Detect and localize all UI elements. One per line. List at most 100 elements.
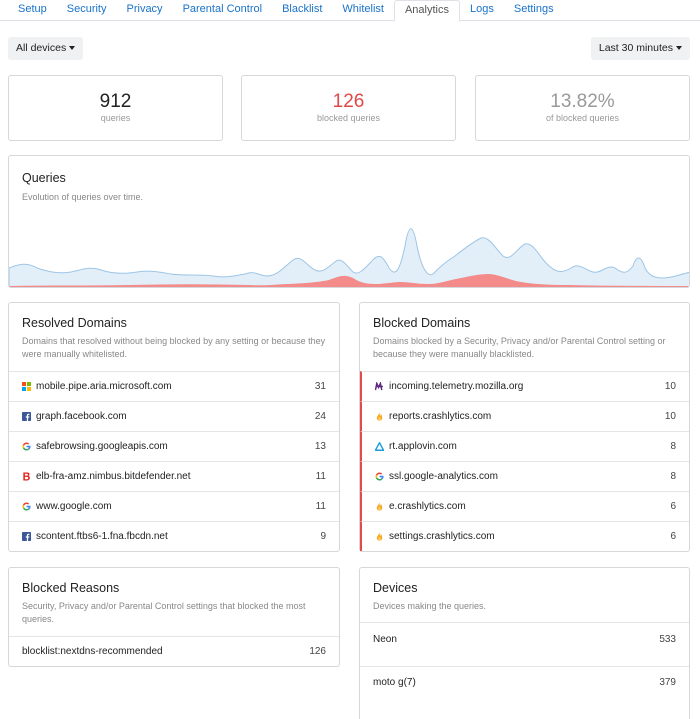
query-count: 10 [664,381,676,392]
query-count: 11 [315,471,326,482]
resolved-domains-panel: Resolved Domains Domains that resolved w… [8,302,340,552]
blocked-domains-description: Domains blocked by a Security, Privacy a… [373,336,666,359]
domain-name: mobile.pipe.aria.microsoft.com [36,381,172,392]
list-item[interactable]: www.google.com 11 [9,491,339,521]
resolved-domains-title: Resolved Domains [22,316,127,330]
queries-area-chart [9,228,689,287]
reason-name: blocklist:nextdns-recommended [22,646,163,657]
stat-card-blocked: 126 blocked queries [241,75,456,141]
query-count: 9 [320,531,326,542]
google-icon [22,502,31,511]
query-count: 13 [314,441,326,452]
resolved-domains-description: Domains that resolved without being bloc… [22,336,326,359]
stat-card-queries: 912 queries [8,75,223,141]
list-item[interactable]: scontent.ftbs6-1.fna.fbcdn.net 9 [9,521,339,551]
stat-card-percent: 13.82% of blocked queries [475,75,690,141]
devices-description: Devices making the queries. [373,601,487,611]
domain-name: rt.applovin.com [389,441,457,452]
stat-percent-value: 13.82% [550,91,615,112]
domain-name: scontent.ftbs6-1.fna.fbcdn.net [36,531,168,542]
tab-blacklist[interactable]: Blacklist [282,3,323,15]
tab-privacy[interactable]: Privacy [126,3,163,15]
blocked-domains-panel: Blocked Domains Domains blocked by a Sec… [359,302,690,552]
caret-down-icon [69,46,76,50]
blocked-reasons-title: Blocked Reasons [22,581,120,595]
query-count: 6 [670,531,676,542]
stat-percent-label: of blocked queries [545,113,620,123]
crashlytics-icon [376,532,383,541]
tab-analytics[interactable]: Analytics [393,0,460,22]
domain-name: www.google.com [36,501,112,512]
devices-panel: Devices Devices making the queries. Neon… [359,567,690,719]
query-count: 8 [670,471,676,482]
domain-name: ssl.google-analytics.com [389,471,498,482]
list-item[interactable]: blocklist:nextdns-recommended 126 [9,636,339,667]
blocked-reasons-panel: Blocked Reasons Security, Privacy and/or… [8,567,340,667]
queries-description: Evolution of queries over time. [22,192,144,202]
domain-name: incoming.telemetry.mozilla.org [389,381,524,392]
time-range-label: Last 30 minutes [598,42,673,54]
total-queries-area [9,228,689,287]
query-count: 126 [309,646,326,657]
list-item[interactable]: e.crashlytics.com 6 [360,491,689,521]
microsoft-icon [22,382,31,391]
tab-whitelist[interactable]: Whitelist [342,3,384,15]
device-filter-label: All devices [16,42,67,54]
query-count: 11 [315,501,326,512]
nav-tabs: Setup Security Privacy Parental Control … [0,0,700,22]
facebook-icon [22,532,31,541]
list-item[interactable]: ssl.google-analytics.com 8 [360,461,689,491]
domain-name: elb-fra-amz.nimbus.bitdefender.net [36,471,191,482]
blocked-queries-area [9,274,689,287]
domain-name: reports.crashlytics.com [389,411,492,422]
list-item[interactable]: reports.crashlytics.com 10 [360,401,689,431]
list-item[interactable]: elb-fra-amz.nimbus.bitdefender.net 11 [9,461,339,491]
google-icon [375,472,384,481]
tab-security[interactable]: Security [66,3,107,15]
time-range-dropdown[interactable]: Last 30 minutes [590,37,690,60]
blocked-reasons-description: Security, Privacy and/or Parental Contro… [22,601,306,624]
devices-title: Devices [373,581,418,595]
query-count: 533 [659,634,676,645]
query-count: 10 [664,411,676,422]
query-count: 8 [670,441,676,452]
query-count: 24 [314,411,326,422]
device-name: moto g(7) [373,677,416,688]
tab-logs[interactable]: Logs [470,3,494,15]
stat-queries-label: queries [100,113,131,123]
query-count: 31 [314,381,326,392]
list-item[interactable]: Neon 533 [360,622,689,666]
list-item[interactable]: moto g(7) 379 [360,666,689,719]
queries-panel: Queries Evolution of queries over time. [8,155,690,288]
domain-name: graph.facebook.com [36,411,127,422]
crashlytics-icon [376,502,383,511]
bitdefender-icon [23,472,30,481]
tab-settings[interactable]: Settings [513,3,554,15]
list-item[interactable]: mobile.pipe.aria.microsoft.com 31 [9,371,339,401]
device-filter-dropdown[interactable]: All devices [8,37,84,60]
crashlytics-icon [376,412,383,421]
list-item[interactable]: safebrowsing.googleapis.com 13 [9,431,339,461]
blocked-domains-title: Blocked Domains [373,316,471,330]
query-count: 379 [659,677,676,688]
domain-name: e.crashlytics.com [389,501,466,512]
facebook-icon [22,412,31,421]
list-item[interactable]: rt.applovin.com 8 [360,431,689,461]
stat-queries-value: 912 [99,91,132,112]
list-item[interactable]: settings.crashlytics.com 6 [360,521,689,551]
mozilla-icon [375,382,384,391]
applovin-icon [375,442,384,451]
domain-name: settings.crashlytics.com [389,531,495,542]
caret-down-icon [676,46,682,50]
stat-blocked-label: blocked queries [316,113,381,123]
queries-title: Queries [22,171,66,185]
list-item[interactable]: graph.facebook.com 24 [9,401,339,431]
domain-name: safebrowsing.googleapis.com [36,441,168,452]
list-item[interactable]: incoming.telemetry.mozilla.org 10 [360,371,689,401]
tab-parental-control[interactable]: Parental Control [182,3,263,15]
stat-blocked-value: 126 [332,91,365,112]
tab-setup[interactable]: Setup [18,3,47,15]
query-count: 6 [670,501,676,512]
device-name: Neon [373,634,397,645]
google-icon [22,442,31,451]
